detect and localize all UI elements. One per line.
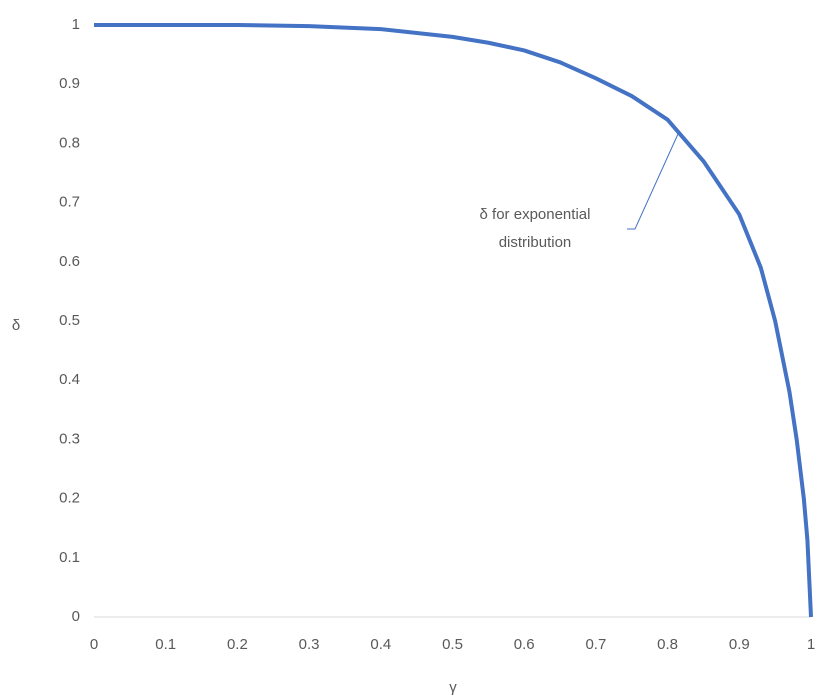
y-tick-label: 0.3 [59, 430, 80, 447]
annotation: δ for exponential [480, 206, 591, 223]
annotation: distribution [499, 234, 572, 251]
x-tick-label: 0.2 [227, 636, 248, 653]
x-axis-label: γ [449, 679, 457, 696]
x-tick-label: 0.9 [729, 636, 750, 653]
y-tick-label: 0.7 [59, 194, 80, 211]
x-tick-label: 1 [807, 636, 815, 653]
y-tick-label: 0.4 [59, 371, 80, 388]
x-tick-label: 0.3 [299, 636, 320, 653]
x-tick-label: 0.8 [657, 636, 678, 653]
y-tick-label: 1 [72, 16, 80, 33]
y-axis-label: δ [12, 317, 20, 334]
x-tick-label: 0.7 [585, 636, 606, 653]
annotation-leader [627, 133, 679, 230]
x-tick-label: 0 [90, 636, 98, 653]
y-tick-label: 0.2 [59, 490, 80, 507]
y-tick-label: 0.8 [59, 134, 80, 151]
x-tick-label: 0.4 [370, 636, 391, 653]
x-tick-label: 0.6 [514, 636, 535, 653]
x-tick-label: 0.1 [155, 636, 176, 653]
x-tick-label: 0.5 [442, 636, 463, 653]
data-line [94, 23, 813, 618]
y-tick-label: 0.6 [59, 253, 80, 270]
y-tick-label: 0.5 [59, 312, 80, 329]
y-tick-label: 0.9 [59, 75, 80, 92]
y-tick-label: 0.1 [59, 549, 80, 566]
y-tick-label: 0 [72, 608, 80, 625]
